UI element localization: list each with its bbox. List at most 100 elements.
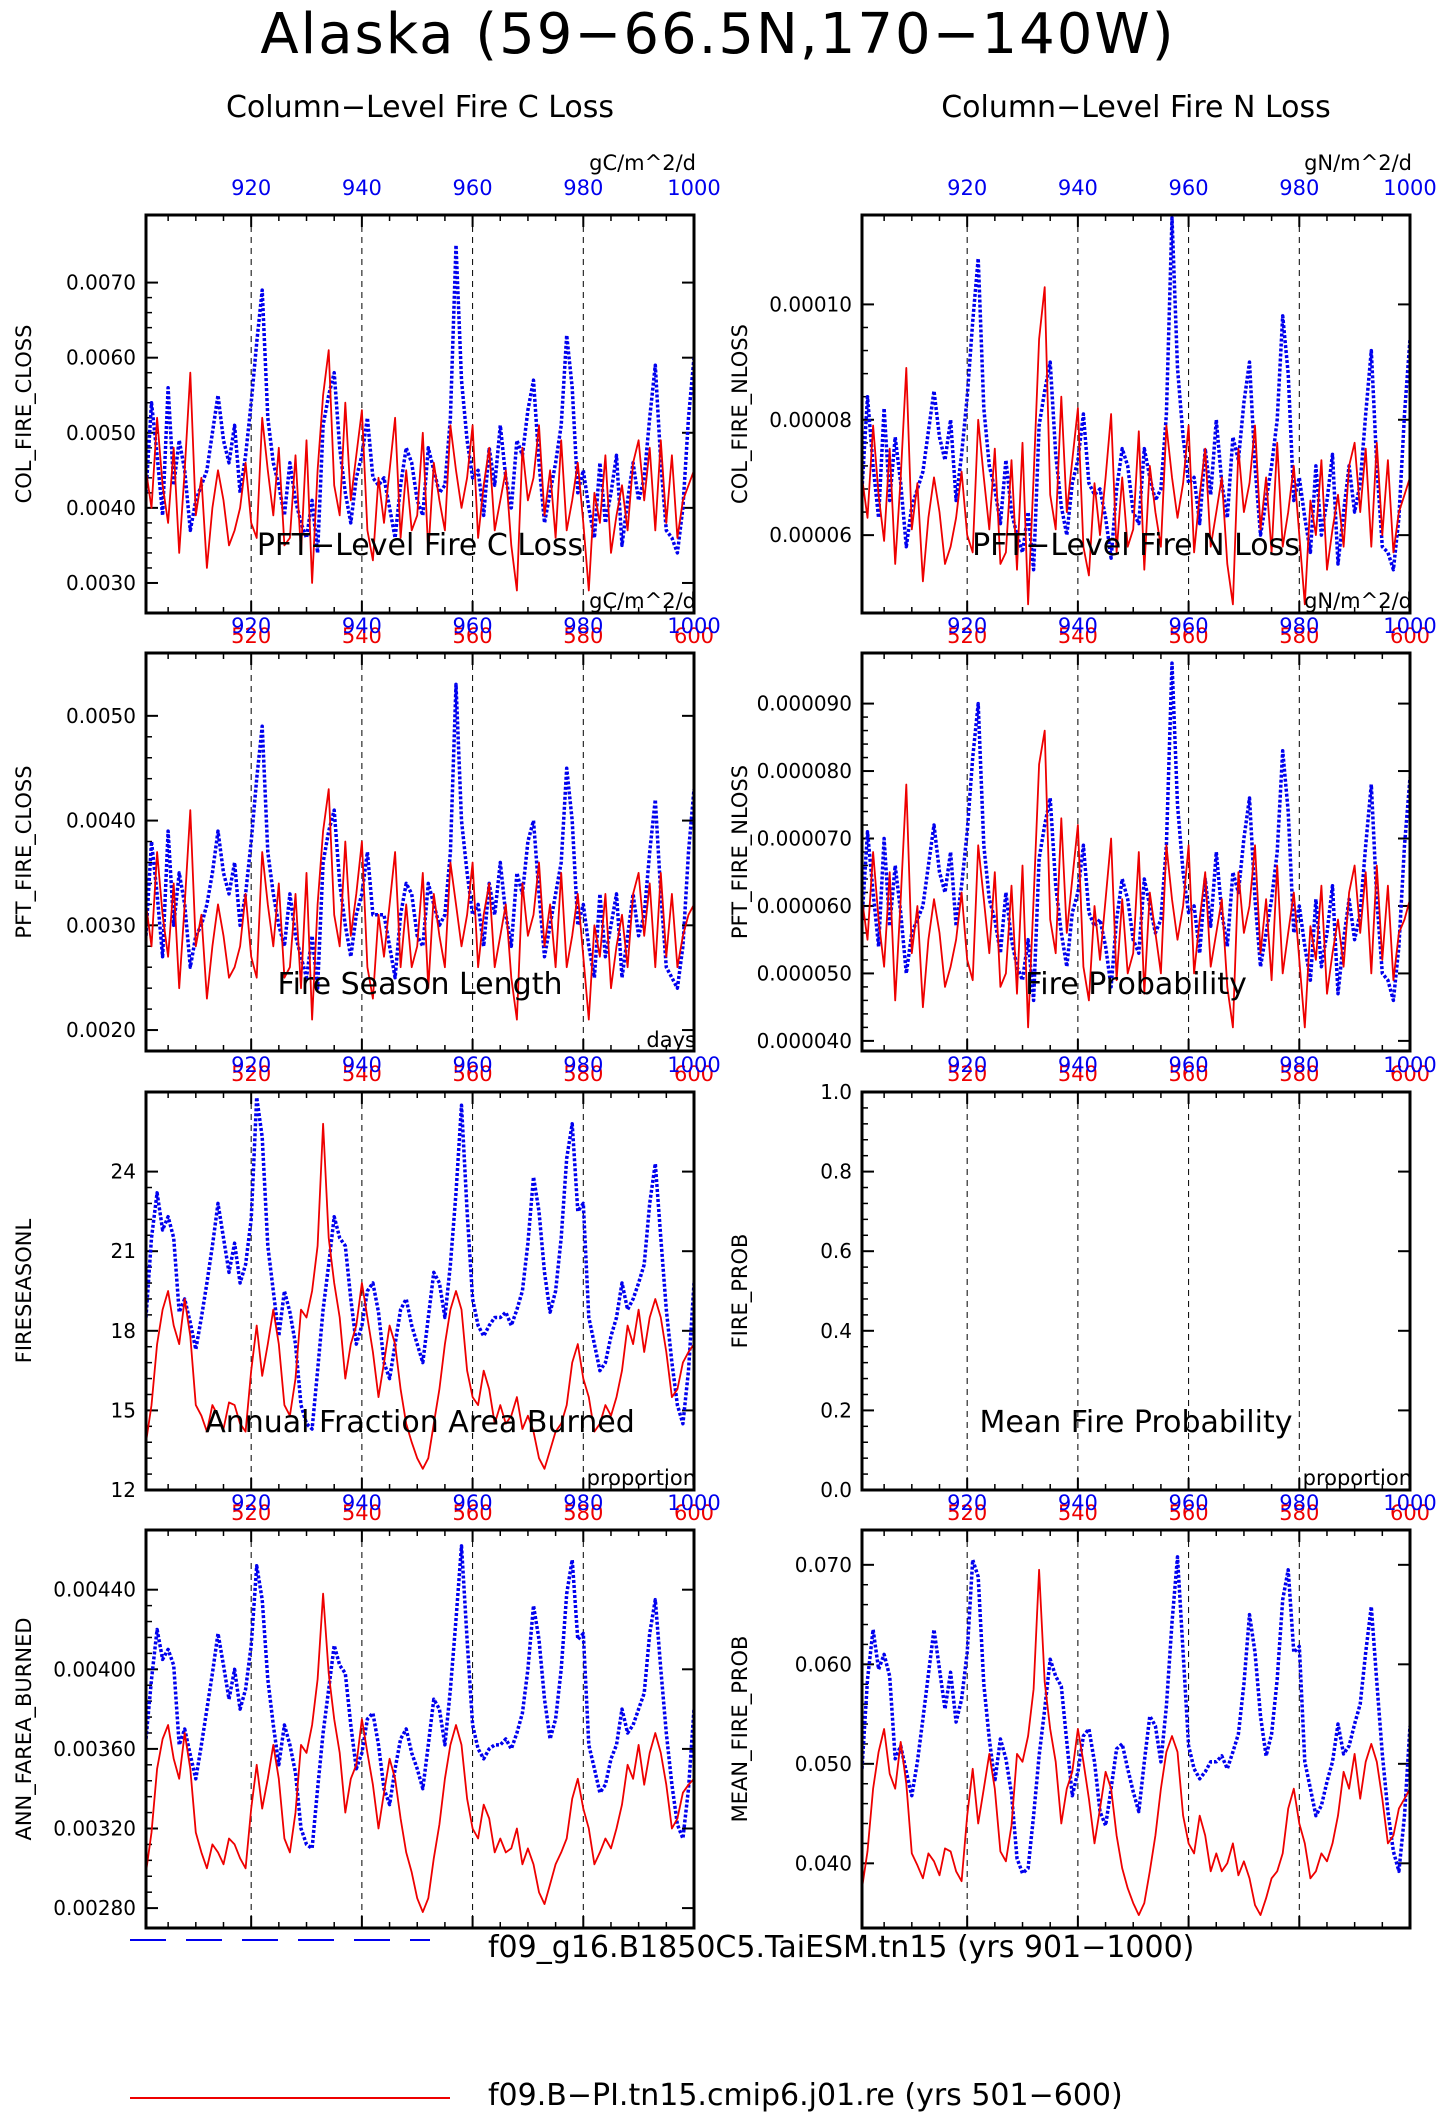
x-tick-label-bottom: 540 (342, 1501, 382, 1525)
y-axis-label: MEAN_FIRE_PROB (728, 1636, 753, 1823)
y-tick-label: 0.00010 (769, 292, 852, 316)
x-tick-label-bottom: 520 (947, 624, 987, 648)
y-axis-label: PFT_FIRE_CLOSS (12, 765, 37, 938)
x-tick-label-bottom: 560 (1169, 1939, 1209, 1940)
y-tick-label: 0.4 (820, 1319, 852, 1343)
x-tick-label-bottom: 540 (1058, 1501, 1098, 1525)
y-tick-label: 0.070 (795, 1553, 852, 1577)
x-tick-label-top: 940 (342, 1053, 382, 1077)
x-tick-label-top: 1000 (667, 176, 720, 200)
x-tick-label-top: 940 (1058, 1053, 1098, 1077)
x-tick-label-bottom: 540 (342, 1062, 382, 1086)
panel-title: PFT−Level Fire C Loss (257, 528, 583, 563)
x-tick-label-top: 1000 (1383, 176, 1436, 200)
x-tick-label-bottom: 600 (674, 624, 714, 648)
legend-entry-1: f09_g16.B1850C5.TaiESM.tn15 (yrs 901−100… (0, 1920, 1436, 1980)
legend-entry-2: f09.B−PI.tn15.cmip6.j01.re (yrs 501−600) (0, 2078, 1436, 2118)
panel-title: Column−Level Fire C Loss (226, 90, 614, 125)
series-red-line (146, 1122, 694, 1470)
y-tick-label: 0.040 (795, 1851, 852, 1875)
y-tick-label: 12 (111, 1478, 136, 1502)
y-axis-label: COL_FIRE_CLOSS (12, 325, 37, 504)
units-label: gN/m^2/d (1304, 151, 1412, 175)
y-axis-label: FIRE_PROB (728, 1234, 753, 1349)
x-tick-label-top: 940 (1058, 1491, 1098, 1515)
x-tick-label-bottom: 600 (1390, 1501, 1430, 1525)
series-red-line (146, 788, 694, 1021)
x-tick-label-top: 1000 (667, 1053, 720, 1077)
series-blue-line (146, 1095, 694, 1431)
units-label: days (646, 1028, 696, 1052)
x-tick-label-top: 920 (947, 614, 987, 638)
legend-label-1: f09_g16.B1850C5.TaiESM.tn15 (yrs 901−100… (488, 1930, 1195, 1965)
x-tick-label-top: 960 (1169, 1053, 1209, 1077)
x-tick-label-bottom: 600 (674, 1939, 714, 1940)
units-label: proportion (587, 1466, 696, 1490)
y-tick-label: 0.2 (820, 1398, 852, 1422)
y-tick-label: 0.000090 (757, 692, 852, 716)
panel-title: Fire Probability (1025, 967, 1247, 1002)
x-tick-label-bottom: 580 (1279, 1062, 1319, 1086)
series-red-line (862, 286, 1410, 606)
x-tick-label-bottom: 520 (231, 624, 271, 648)
x-tick-label-bottom: 560 (1169, 1501, 1209, 1525)
x-tick-label-bottom: 520 (231, 1062, 271, 1086)
panel-title: Annual Fraction Area Burned (205, 1405, 635, 1440)
y-tick-label: 0.0020 (66, 1018, 136, 1042)
y-tick-label: 21 (111, 1239, 136, 1263)
y-tick-label: 0.000070 (757, 827, 852, 851)
y-tick-label: 0.0050 (66, 421, 136, 445)
y-axis-label: ANN_FAREA_BURNED (12, 1617, 37, 1840)
x-tick-label-top: 960 (1169, 1491, 1209, 1515)
plot-frame (860, 1090, 1412, 1492)
x-tick-label-bottom: 580 (563, 1501, 603, 1525)
x-tick-label-bottom: 560 (453, 1939, 493, 1940)
plot-frame (860, 651, 1412, 1053)
y-tick-label: 0.00400 (53, 1657, 136, 1681)
x-tick-label-top: 920 (231, 1491, 271, 1515)
units-label: proportion (1303, 1466, 1412, 1490)
x-tick-label-top: 920 (947, 1491, 987, 1515)
plot-frame (144, 651, 696, 1053)
plot-frame (144, 1528, 696, 1930)
y-tick-label: 0.6 (820, 1239, 852, 1263)
x-tick-label-bottom: 580 (563, 1062, 603, 1086)
x-tick-label-bottom: 520 (947, 1939, 987, 1940)
x-tick-label-top: 1000 (1383, 1053, 1436, 1077)
x-tick-label-top: 1000 (1383, 614, 1436, 638)
legend-swatch-solid (130, 2097, 450, 2099)
y-tick-label: 18 (111, 1319, 136, 1343)
x-tick-label-top: 1000 (1383, 1491, 1436, 1515)
y-axis-label: FIRESEASONL (12, 1219, 36, 1364)
x-tick-label-bottom: 540 (1058, 624, 1098, 648)
x-tick-label-bottom: 580 (563, 624, 603, 648)
x-tick-label-top: 960 (1169, 176, 1209, 200)
y-tick-label: 15 (111, 1398, 136, 1422)
series-blue-line (862, 1555, 1410, 1876)
y-tick-label: 0.8 (820, 1160, 852, 1184)
panel-6: Fire Probability520920540940560960580980… (728, 967, 1436, 1525)
y-tick-label: 0.000060 (757, 894, 852, 918)
panel-title: Fire Season Length (278, 967, 563, 1002)
y-tick-label: 24 (111, 1160, 136, 1184)
plot-frame (144, 213, 696, 615)
panel-4: PFT−Level Fire N LossgN/m^2/d52092054094… (728, 528, 1436, 1086)
series-red-line (862, 1568, 1410, 1916)
x-tick-label-bottom: 560 (453, 1501, 493, 1525)
y-tick-label: 0.00360 (53, 1737, 136, 1761)
y-tick-label: 0.060 (795, 1652, 852, 1676)
y-tick-label: 0.0030 (66, 571, 136, 595)
x-tick-label-bottom: 520 (947, 1501, 987, 1525)
x-tick-label-bottom: 520 (947, 1062, 987, 1086)
y-tick-label: 0.00008 (769, 408, 852, 432)
panel-8: Mean Fire Probabilityproportion520920540… (728, 1405, 1436, 1940)
x-tick-label-bottom: 580 (1279, 1939, 1319, 1940)
series-blue-line (146, 1544, 694, 1851)
x-tick-label-top: 980 (1279, 1053, 1319, 1077)
x-tick-label-top: 980 (1279, 1491, 1319, 1515)
x-tick-label-bottom: 560 (1169, 624, 1209, 648)
y-tick-label: 0.0 (820, 1478, 852, 1502)
y-tick-label: 0.0070 (66, 271, 136, 295)
y-tick-label: 0.0040 (66, 809, 136, 833)
y-tick-label: 0.000080 (757, 759, 852, 783)
